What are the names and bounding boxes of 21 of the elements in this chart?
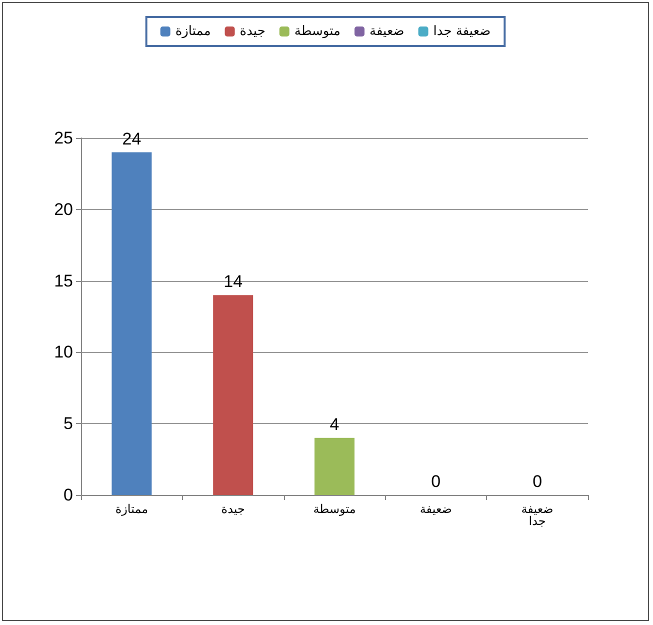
legend-label: ضعيفة [370,24,404,39]
data-label: 0 [532,472,542,491]
y-tick-label: 10 [54,342,73,362]
x-tick-label: ضعيفة جدا [521,502,554,528]
y-tick-label: 15 [54,271,73,290]
y-tick-label: 25 [54,128,73,148]
x-tick-label: متوسطة [313,502,356,516]
y-tick-label: 0 [64,486,73,504]
y-tick-label: 20 [54,200,73,219]
x-tick-label: جيدة [221,502,245,516]
y-tick-label: 5 [64,414,73,434]
data-label: 4 [330,414,340,434]
legend-label: جيدة [240,24,266,39]
legend-label: ضعيفة جدا [433,24,491,39]
x-tick-label: ضعيفة [420,502,452,516]
x-tick-label: ممتازة [115,502,148,516]
legend-label: متوسطة [294,24,341,39]
data-label: 14 [224,272,243,292]
legend-label: ممتازة [175,24,211,39]
data-label: 0 [431,472,441,491]
data-label: 24 [122,129,142,148]
